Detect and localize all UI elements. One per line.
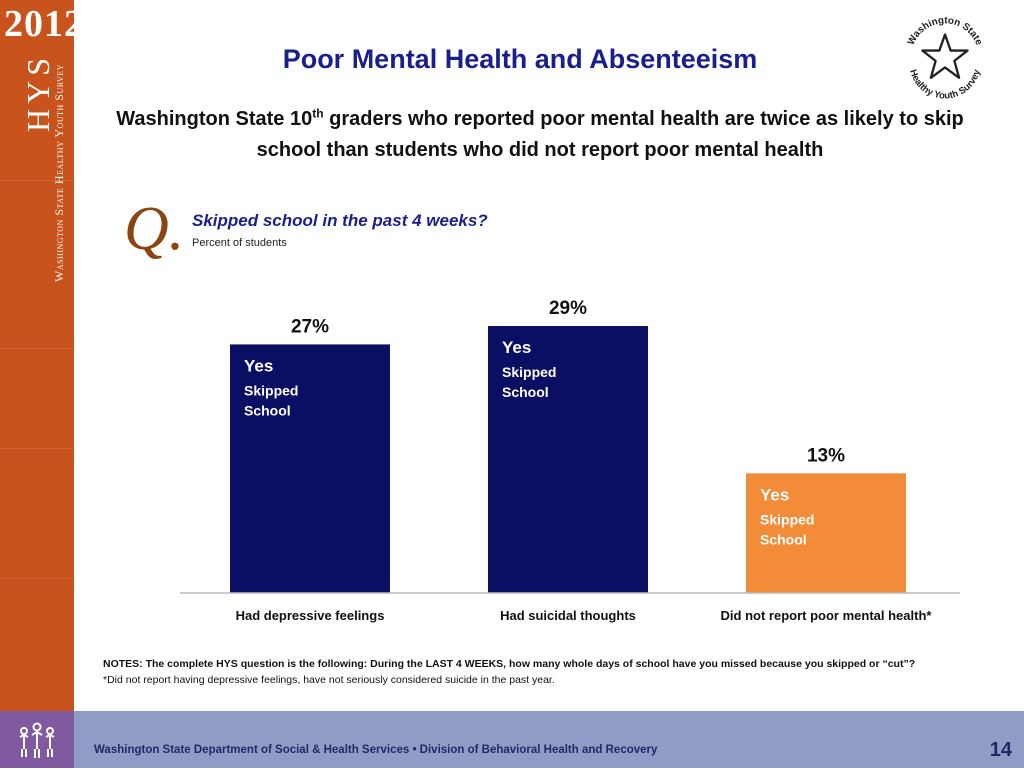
sidebar-tile	[0, 448, 74, 579]
logo-text-bottom: Healthy Youth Survey	[908, 67, 982, 100]
sidebar-tile	[0, 180, 74, 349]
bar-value-label: 13%	[807, 445, 845, 466]
bar-inner-label: Yes	[502, 338, 531, 357]
bar-inner-label: Skipped	[760, 511, 814, 527]
subtitle-superscript: th	[312, 106, 324, 121]
bar-inner-label: Skipped	[244, 382, 298, 398]
bar-inner-label: Yes	[760, 485, 789, 504]
bar-inner-label: School	[244, 402, 291, 418]
star-icon	[921, 33, 969, 79]
question-mark-icon: Q.	[124, 195, 185, 263]
category-label: Did not report poor mental health*	[721, 608, 933, 623]
footer-text: Washington State Department of Social & …	[94, 744, 658, 756]
subtitle-text-a: Washington State 10	[116, 108, 313, 130]
bar-inner-label: School	[502, 384, 549, 400]
bar-value-label: 29%	[549, 298, 587, 319]
dshs-logo	[0, 711, 74, 768]
healthy-youth-survey-logo: Washington State Healthy Youth Survey	[906, 15, 985, 100]
bar-inner-label: Yes	[244, 356, 273, 375]
category-label: Had depressive feelings	[236, 608, 385, 623]
notes: NOTES: The complete HYS question is the …	[103, 656, 1003, 688]
subtitle-text-b: graders who reported poor mental health …	[256, 108, 964, 161]
sidebar: 2012 HYS Washington State Healthy Youth …	[0, 0, 74, 711]
sidebar-tile	[0, 578, 74, 711]
svg-text:Healthy Youth Survey: Healthy Youth Survey	[908, 67, 982, 100]
bar	[746, 473, 906, 593]
people-icon	[19, 722, 55, 758]
sidebar-tile	[0, 348, 74, 449]
survey-name: Washington State Healthy Youth Survey	[52, 64, 66, 282]
question-text: Skipped school in the past 4 weeks?	[192, 211, 488, 230]
page-number: 14	[989, 739, 1012, 761]
logo-text-top: Washington State	[906, 15, 985, 47]
bar-inner-label: Skipped	[502, 364, 556, 380]
bar-value-label: 27%	[291, 316, 329, 337]
bar	[230, 344, 390, 593]
question-unit: Percent of students	[192, 237, 287, 249]
bar	[488, 326, 648, 593]
page-title: Poor Mental Health and Absenteeism	[282, 44, 758, 74]
footer: Washington State Department of Social & …	[0, 711, 1024, 768]
bar-inner-label: School	[760, 531, 807, 547]
svg-text:Washington State: Washington State	[906, 15, 985, 47]
notes-line-footnote: *Did not report having depressive feelin…	[103, 674, 555, 686]
category-label: Had suicidal thoughts	[500, 608, 636, 623]
notes-line-question: NOTES: The complete HYS question is the …	[103, 658, 916, 670]
bar-chart: 27% Yes Skipped School Had depressive feelin…	[180, 298, 960, 623]
chart-bars: 27% Yes Skipped School Had depressive feelin…	[230, 298, 932, 623]
page-subtitle: Washington State 10th graders who report…	[110, 104, 970, 166]
survey-year: 2012	[4, 3, 74, 45]
